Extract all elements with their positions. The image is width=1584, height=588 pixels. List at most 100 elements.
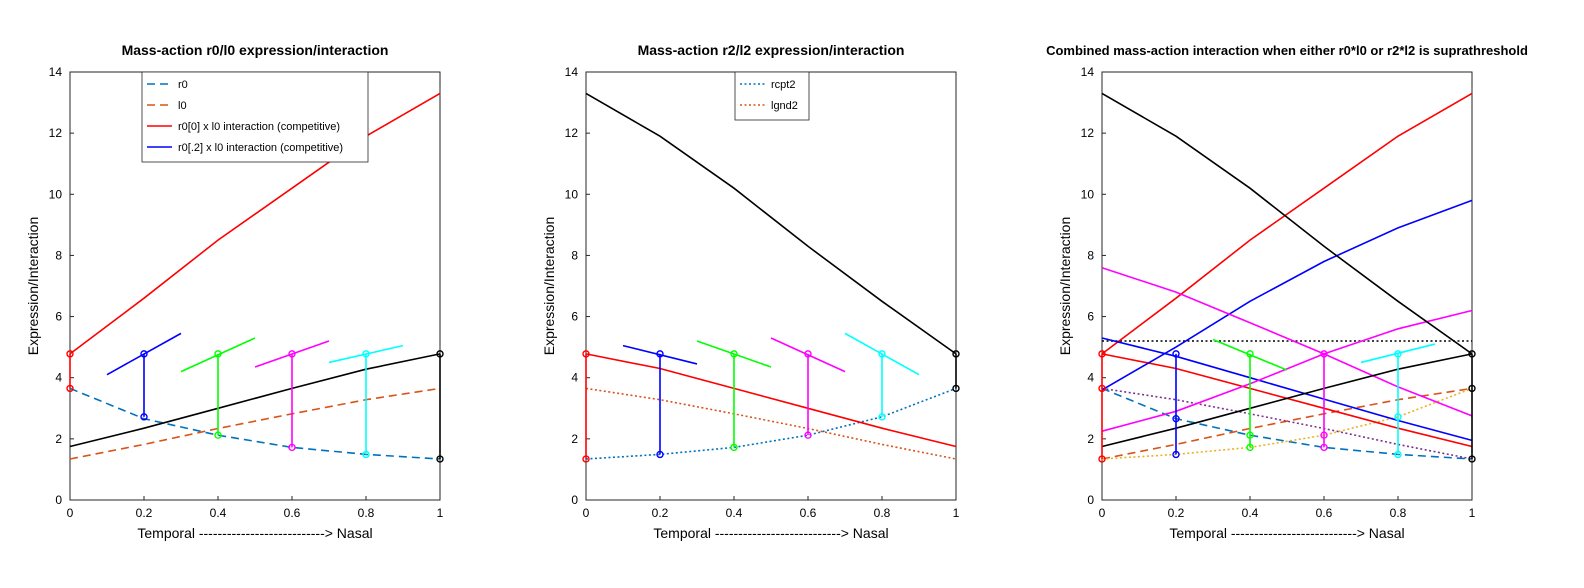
stalk-marker-bottom bbox=[66, 384, 74, 393]
stalk-marker-top bbox=[1172, 350, 1180, 358]
stalk-marker-bottom bbox=[656, 450, 664, 459]
series-line bbox=[585, 92, 957, 355]
series-line bbox=[69, 353, 441, 448]
y-tick-label: 2 bbox=[55, 432, 62, 446]
stalk-marker-top bbox=[804, 350, 812, 358]
y-tick-label: 6 bbox=[55, 310, 62, 324]
series-line bbox=[1101, 387, 1473, 460]
y-tick-label: 12 bbox=[1081, 126, 1095, 140]
stalk-marker-top bbox=[362, 350, 370, 358]
stalk-marker-top bbox=[582, 350, 590, 358]
stalk-marker-bottom bbox=[730, 443, 738, 452]
series-line bbox=[585, 353, 957, 448]
y-tick-label: 2 bbox=[571, 432, 578, 446]
legend-box bbox=[734, 71, 810, 121]
legend-box bbox=[141, 71, 369, 163]
y-axis-label: Expression/Interaction bbox=[541, 217, 557, 356]
y-axis-label: Expression/Interaction bbox=[1057, 217, 1073, 356]
stalk-marker-bottom bbox=[362, 450, 370, 459]
legend-label: l0 bbox=[178, 100, 187, 112]
x-axis-label: Temporal ---------------------------> Na… bbox=[137, 525, 372, 541]
x-tick-label: 0.2 bbox=[1168, 506, 1185, 520]
x-tick-label: 0.8 bbox=[358, 506, 375, 520]
stalk-marker-bottom bbox=[288, 443, 296, 452]
series-line bbox=[69, 92, 441, 355]
x-axis-label: Temporal ---------------------------> Na… bbox=[1169, 525, 1404, 541]
y-tick-label: 12 bbox=[565, 126, 579, 140]
series-line bbox=[1101, 353, 1473, 448]
stalk-marker-top bbox=[656, 350, 664, 358]
stalk-bar bbox=[254, 340, 330, 368]
x-tick-label: 0 bbox=[1099, 506, 1106, 520]
series-line bbox=[585, 387, 957, 460]
series-line bbox=[1101, 387, 1473, 460]
stalk-marker-mid bbox=[1394, 413, 1402, 421]
stalk-bar bbox=[696, 340, 772, 368]
axes-box bbox=[1101, 71, 1473, 501]
series-line bbox=[1101, 266, 1473, 417]
stalk-marker-top bbox=[1246, 350, 1254, 358]
x-tick-label: 0.2 bbox=[136, 506, 153, 520]
stalk-marker-bottom bbox=[1246, 443, 1254, 452]
stalk-marker-top bbox=[1098, 350, 1106, 358]
series-line bbox=[1101, 309, 1473, 432]
chart-title: Combined mass-action interaction when ei… bbox=[1046, 43, 1528, 58]
stalk-marker-bottom bbox=[1320, 443, 1328, 452]
y-tick-label: 14 bbox=[49, 65, 63, 79]
x-tick-label: 0.4 bbox=[210, 506, 227, 520]
stalk-marker-top bbox=[952, 350, 960, 358]
y-tick-label: 14 bbox=[565, 65, 579, 79]
legend-label: rcpt2 bbox=[771, 79, 795, 91]
legend: r0 l0 r0[0] x l0 interaction (competitive)… bbox=[141, 71, 369, 163]
y-tick-label: 8 bbox=[1087, 248, 1094, 262]
stalk-marker-top bbox=[66, 350, 74, 358]
chart-title: Mass-action r0/l0 expression/interaction bbox=[122, 42, 389, 58]
stalk-bar bbox=[106, 332, 182, 376]
y-tick-label: 10 bbox=[1081, 187, 1095, 201]
stalk-marker-bottom bbox=[214, 431, 222, 439]
x-tick-label: 0.6 bbox=[284, 506, 301, 520]
legend-label: r0[.2] x l0 interaction (competitive) bbox=[178, 142, 343, 154]
stalk-marker-mid bbox=[1246, 431, 1254, 439]
y-tick-label: 4 bbox=[55, 371, 62, 385]
x-tick-label: 0 bbox=[583, 506, 590, 520]
y-tick-label: 2 bbox=[1087, 432, 1094, 446]
stalk-marker-top bbox=[730, 350, 738, 358]
series-line bbox=[1101, 199, 1473, 391]
stalk-marker-mid bbox=[1320, 431, 1328, 439]
y-tick-label: 4 bbox=[1087, 371, 1094, 385]
series-line bbox=[1101, 92, 1473, 355]
stalk-marker-top bbox=[878, 350, 886, 358]
y-tick-label: 12 bbox=[49, 126, 63, 140]
chart-title: Mass-action r2/l2 expression/interaction bbox=[638, 42, 905, 58]
stalk-marker-mid bbox=[1172, 414, 1180, 423]
stalk-marker-top bbox=[436, 350, 444, 358]
stalk-marker-bottom bbox=[952, 384, 960, 393]
stalk-bar bbox=[770, 337, 846, 373]
legend-label: lgnd2 bbox=[771, 100, 798, 112]
y-tick-label: 0 bbox=[55, 493, 62, 507]
stalk-marker-bottom bbox=[1172, 450, 1180, 459]
stalk-marker-top bbox=[1394, 350, 1402, 358]
legend-label: r0 bbox=[178, 79, 188, 91]
y-tick-label: 0 bbox=[571, 493, 578, 507]
y-tick-label: 8 bbox=[55, 248, 62, 262]
stalk-marker-bottom bbox=[1468, 455, 1476, 463]
y-tick-label: 6 bbox=[571, 310, 578, 324]
y-tick-label: 0 bbox=[1087, 493, 1094, 507]
stalk-bar bbox=[1212, 338, 1288, 371]
stalk-bar bbox=[622, 344, 698, 365]
stalk-marker-bottom bbox=[878, 413, 886, 421]
legend-label: r0[0] x l0 interaction (competitive) bbox=[178, 121, 340, 133]
stalk-marker-bottom bbox=[436, 455, 444, 463]
series-line bbox=[1101, 337, 1473, 442]
y-tick-label: 10 bbox=[49, 187, 63, 201]
stalk-marker-mid bbox=[1098, 384, 1106, 393]
stalk-bar bbox=[180, 337, 256, 373]
stalk-marker-bottom bbox=[582, 455, 590, 463]
x-tick-label: 0.8 bbox=[874, 506, 891, 520]
y-tick-label: 8 bbox=[571, 248, 578, 262]
stalk-marker-bottom bbox=[1394, 450, 1402, 459]
